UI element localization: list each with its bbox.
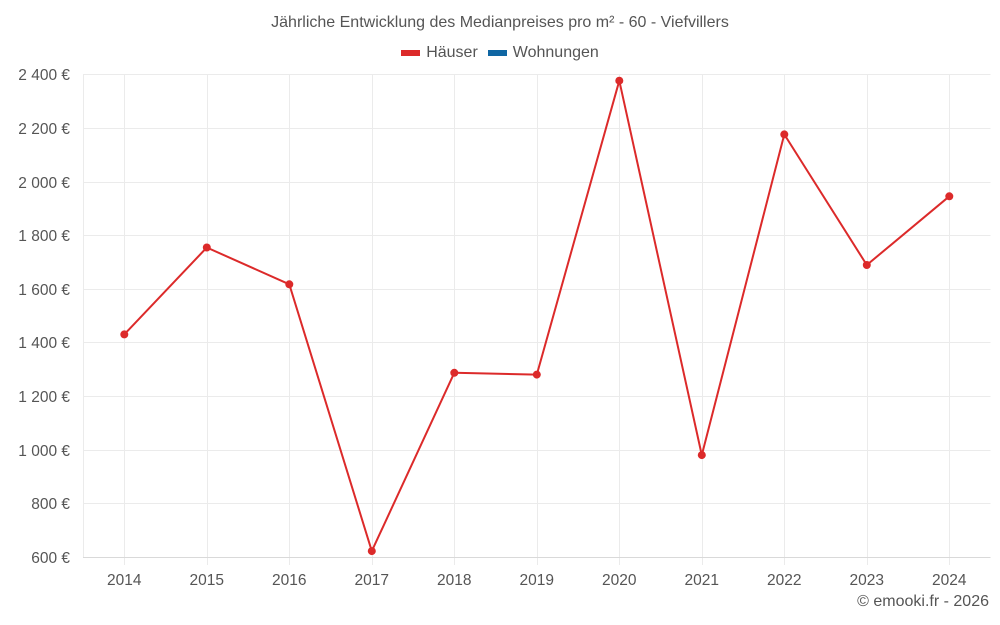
data-point[interactable]: [202, 243, 211, 252]
x-tick-label: 2017: [355, 572, 389, 589]
y-axis: 600 € 800 € 1 000 € 1 200 € 1 400 € 1 600 € 1 …: [18, 67, 70, 567]
data-point[interactable]: [615, 76, 624, 85]
x-tick-label: 2014: [107, 572, 142, 589]
x-tick-label: 2016: [272, 572, 306, 589]
gridlines: [83, 74, 991, 565]
legend: Häuser Wohnungen: [0, 44, 1000, 62]
data-point[interactable]: [285, 280, 294, 289]
data-point[interactable]: [367, 547, 376, 556]
y-tick-label: 2 200 €: [18, 121, 70, 138]
copyright-footer: © emooki.fr - 2026: [857, 593, 989, 610]
x-tick-label: 2022: [767, 572, 801, 589]
data-point[interactable]: [945, 192, 954, 201]
x-tick-label: 2021: [685, 572, 719, 589]
series-haeuser: [120, 76, 954, 556]
series-line: [123, 79, 950, 553]
x-tick-label: 2019: [520, 572, 554, 589]
y-tick-label: 2 400 €: [18, 67, 70, 84]
data-point[interactable]: [780, 130, 789, 139]
data-point[interactable]: [120, 330, 129, 339]
legend-item-wohnungen[interactable]: Wohnungen: [487, 44, 599, 62]
x-tick-label: 2023: [850, 572, 884, 589]
legend-swatch-haeuser-icon: [401, 50, 421, 56]
y-tick-label: 1 000 €: [18, 443, 70, 460]
legend-swatch-wohnungen-icon: [487, 50, 507, 56]
legend-label-haeuser: Häuser: [426, 44, 478, 61]
y-tick-label: 800 €: [31, 496, 70, 513]
x-tick-label: 2020: [602, 572, 637, 589]
chart-title: Jährliche Entwicklung des Medianpreises …: [271, 14, 729, 31]
data-point[interactable]: [450, 368, 459, 377]
y-tick-label: 1 200 €: [18, 389, 70, 406]
data-point[interactable]: [697, 451, 706, 460]
y-tick-label: 1 800 €: [18, 228, 70, 245]
x-tick-label: 2024: [932, 572, 967, 589]
legend-item-haeuser[interactable]: Häuser: [401, 44, 478, 62]
y-tick-label: 600 €: [31, 550, 70, 567]
y-tick-label: 1 600 €: [18, 282, 70, 299]
x-axis: 2014 2015 2016 2017 2018 2019 2020 2021 2022 2023…: [83, 557, 991, 589]
legend-label-wohnungen: Wohnungen: [512, 44, 599, 61]
x-tick-label: 2018: [437, 572, 471, 589]
x-tick-label: 2015: [190, 572, 224, 589]
y-tick-label: 2 000 €: [18, 175, 70, 192]
y-tick-label: 1 400 €: [18, 335, 70, 352]
data-point[interactable]: [532, 370, 541, 379]
data-point[interactable]: [862, 261, 871, 269]
